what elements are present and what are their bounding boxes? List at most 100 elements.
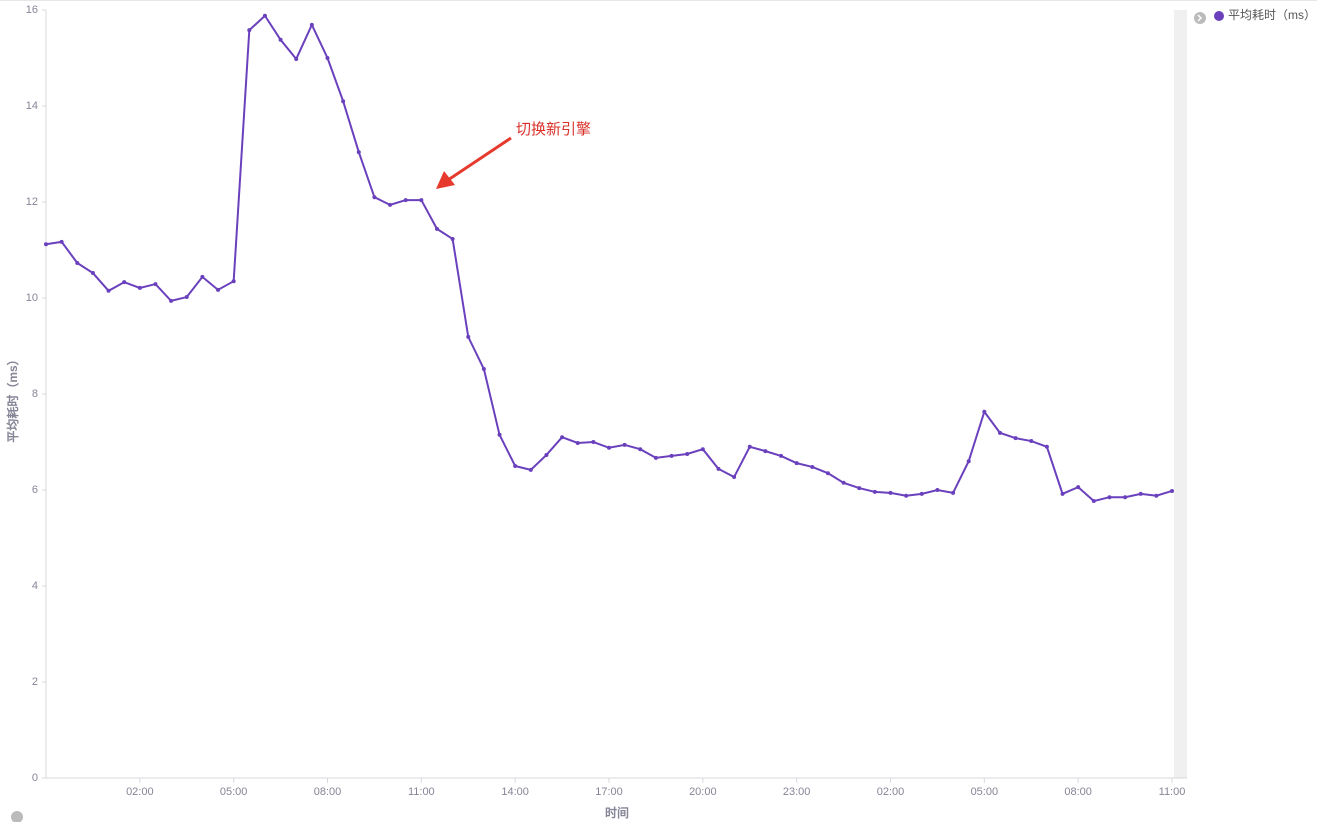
y-tick-label: 14 (26, 100, 38, 112)
data-point (747, 444, 752, 449)
annotation: 切换新引擎 (516, 121, 591, 138)
data-point (106, 288, 111, 293)
data-point (1170, 488, 1174, 493)
data-point (1076, 485, 1081, 490)
x-tick-label: 23:00 (783, 786, 811, 798)
legend-label[interactable]: 平均耗时（ms） (1228, 8, 1316, 22)
x-tick-label: 02:00 (126, 786, 154, 798)
y-tick-label: 0 (32, 772, 38, 784)
data-point (278, 37, 283, 42)
data-point (841, 480, 846, 485)
data-point (59, 239, 64, 244)
data-point (1044, 444, 1049, 449)
data-point (685, 452, 690, 456)
data-point (1013, 436, 1018, 441)
data-point (262, 13, 267, 18)
data-point (434, 226, 439, 231)
data-point (403, 198, 408, 203)
top-border (0, 0, 1317, 1)
data-point (560, 435, 565, 440)
data-point (481, 367, 486, 372)
data-point (951, 490, 956, 495)
data-point (1091, 499, 1096, 504)
data-point (638, 447, 643, 452)
data-point (528, 467, 533, 472)
data-point (669, 453, 674, 458)
data-point (1138, 491, 1143, 496)
data-point (872, 489, 877, 494)
data-point (341, 99, 346, 104)
data-point (622, 442, 627, 447)
x-tick-label: 02:00 (877, 786, 905, 798)
x-tick-label: 17:00 (595, 786, 623, 798)
data-point (935, 488, 940, 492)
y-axis-title: 平均耗时（ms） (5, 353, 20, 442)
data-point (1123, 495, 1128, 500)
data-point (857, 486, 862, 491)
annotation-arrow (447, 136, 512, 182)
data-point (732, 475, 737, 480)
x-tick-label: 08:00 (314, 786, 342, 798)
data-point (779, 453, 784, 458)
data-point (544, 452, 549, 457)
legend-toggle-icon (1197, 14, 1203, 22)
y-tick-label: 12 (26, 196, 38, 208)
data-point (997, 430, 1002, 435)
data-point (794, 461, 799, 466)
axis-toggle[interactable] (11, 811, 23, 822)
data-point (247, 28, 252, 33)
data-point (216, 287, 221, 292)
y-tick-label: 8 (32, 388, 38, 400)
data-point (919, 491, 924, 496)
scroll-track (1174, 10, 1187, 778)
data-point (153, 282, 158, 287)
y-tick-label: 16 (26, 4, 38, 16)
data-point (607, 445, 611, 450)
data-point (982, 409, 987, 414)
data-point (700, 447, 705, 452)
x-tick-label: 11:00 (408, 786, 435, 798)
y-tick-label: 6 (32, 484, 38, 496)
data-point (1107, 495, 1112, 500)
data-point (904, 493, 909, 498)
data-point (1154, 493, 1159, 498)
data-point (466, 334, 471, 339)
x-tick-label: 11:00 (1159, 786, 1186, 798)
data-point (169, 298, 174, 303)
data-point (497, 432, 502, 437)
data-point (309, 22, 314, 27)
data-point (122, 280, 127, 285)
x-tick-label: 20:00 (689, 786, 717, 798)
data-point (450, 236, 455, 241)
annotation-arrowhead (436, 171, 455, 189)
data-point (1060, 491, 1065, 496)
x-tick-label: 05:00 (220, 786, 248, 798)
data-point (294, 56, 299, 61)
x-tick-label: 08:00 (1064, 786, 1092, 798)
data-point (825, 471, 830, 476)
data-point (716, 466, 721, 471)
data-point (44, 242, 48, 247)
data-point (513, 464, 518, 468)
legend-marker (1214, 11, 1224, 21)
data-point (90, 271, 95, 276)
data-point (591, 440, 596, 444)
data-point (356, 150, 361, 155)
data-point (200, 274, 205, 279)
data-point (1029, 439, 1034, 444)
y-tick-label: 2 (32, 676, 38, 688)
data-point (137, 285, 142, 290)
y-tick-label: 10 (26, 292, 38, 304)
x-axis-title: 时间 (605, 805, 629, 820)
data-point (372, 195, 377, 200)
data-point (575, 440, 580, 445)
data-point (75, 260, 80, 265)
data-point (231, 279, 236, 284)
data-point (810, 464, 815, 469)
series-line (45, 14, 1173, 503)
data-point (184, 295, 189, 300)
data-point (763, 449, 768, 454)
data-point (888, 490, 893, 495)
data-point (653, 455, 658, 460)
